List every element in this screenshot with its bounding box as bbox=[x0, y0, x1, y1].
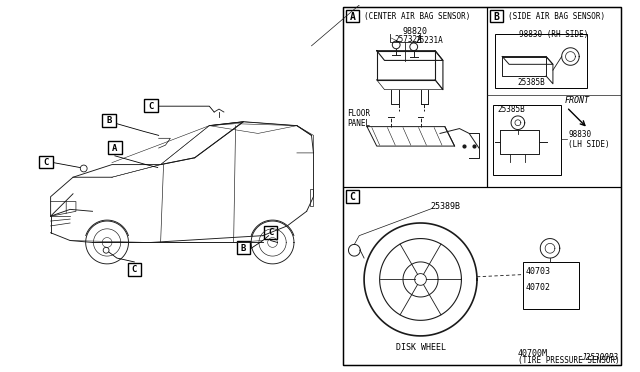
Bar bbox=[493, 105, 561, 175]
Text: 98830 (RH SIDE): 98830 (RH SIDE) bbox=[519, 30, 589, 39]
Bar bbox=[144, 99, 157, 112]
Bar bbox=[342, 7, 621, 365]
Bar bbox=[102, 114, 116, 126]
Text: A: A bbox=[112, 144, 118, 153]
Text: (LH SIDE): (LH SIDE) bbox=[568, 140, 610, 149]
Text: 98820: 98820 bbox=[402, 27, 427, 36]
Text: B: B bbox=[106, 116, 112, 125]
Text: 25389B: 25389B bbox=[430, 202, 460, 211]
Text: 25385B: 25385B bbox=[497, 105, 525, 113]
Text: 25385B: 25385B bbox=[518, 78, 545, 87]
Text: B: B bbox=[493, 12, 499, 22]
Text: C: C bbox=[148, 102, 154, 111]
Text: 25732A: 25732A bbox=[394, 35, 422, 44]
Bar bbox=[490, 10, 503, 22]
Text: A: A bbox=[349, 12, 355, 22]
Bar bbox=[346, 190, 359, 202]
Bar bbox=[310, 189, 314, 206]
Bar bbox=[39, 156, 52, 169]
Text: PANEL: PANEL bbox=[348, 119, 371, 128]
Bar bbox=[342, 7, 487, 187]
Text: 25231A: 25231A bbox=[415, 36, 444, 45]
Text: C: C bbox=[268, 228, 273, 237]
Text: C: C bbox=[132, 265, 137, 274]
Bar bbox=[237, 241, 250, 254]
Text: (CENTER AIR BAG SENSOR): (CENTER AIR BAG SENSOR) bbox=[364, 12, 470, 21]
Text: FRONT: FRONT bbox=[564, 96, 589, 105]
Bar bbox=[127, 263, 141, 276]
Text: 98830: 98830 bbox=[568, 130, 591, 139]
Text: 40703: 40703 bbox=[525, 267, 550, 276]
Text: FLOOR: FLOOR bbox=[348, 109, 371, 118]
Text: 40702: 40702 bbox=[525, 283, 550, 292]
Text: C: C bbox=[349, 192, 355, 202]
Text: DISK WHEEL: DISK WHEEL bbox=[396, 343, 445, 352]
Text: (SIDE AIR BAG SENSOR): (SIDE AIR BAG SENSOR) bbox=[508, 12, 605, 21]
Text: (TIRE PRESSURE SENSOR): (TIRE PRESSURE SENSOR) bbox=[518, 356, 620, 365]
Text: 40700M: 40700M bbox=[518, 349, 548, 358]
Bar bbox=[264, 226, 277, 238]
Bar bbox=[346, 10, 359, 22]
Bar bbox=[495, 34, 587, 88]
Bar bbox=[523, 262, 579, 309]
Bar bbox=[108, 141, 122, 154]
Text: C: C bbox=[43, 158, 49, 167]
Bar bbox=[487, 7, 621, 187]
Text: B: B bbox=[241, 244, 246, 253]
Text: J25300P3: J25300P3 bbox=[581, 353, 618, 362]
Bar bbox=[342, 187, 621, 365]
